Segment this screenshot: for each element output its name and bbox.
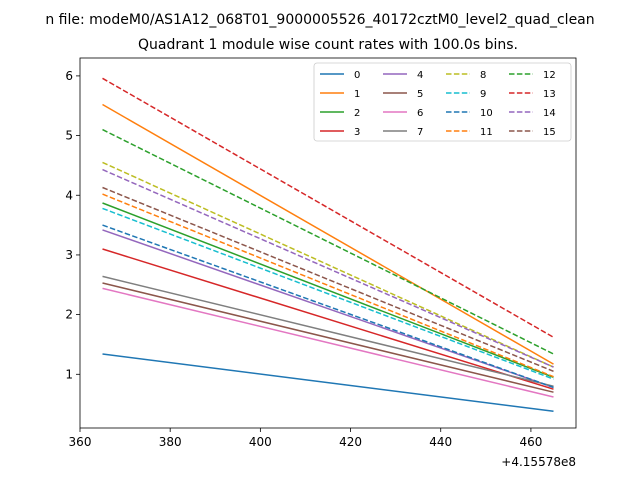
y-tick-label: 3 [65, 248, 73, 262]
legend-label-1: 1 [354, 89, 360, 100]
series-line-8 [102, 161, 554, 368]
y-tick-label: 6 [65, 69, 73, 83]
series-line-10 [102, 224, 554, 389]
series-line-1 [102, 103, 554, 365]
legend-label-10: 10 [480, 108, 493, 119]
legend-label-11: 11 [480, 127, 493, 138]
legend-label-9: 9 [480, 89, 486, 100]
legend-label-7: 7 [417, 127, 423, 138]
y-tick-label: 1 [65, 367, 73, 381]
chart-title: Quadrant 1 module wise count rates with … [138, 37, 518, 53]
legend-box [313, 62, 572, 142]
series-line-9 [102, 207, 554, 380]
y-tick-label: 4 [65, 188, 73, 202]
x-tick-label: 440 [429, 435, 452, 449]
y-tick-label: 2 [65, 308, 73, 322]
legend-label-0: 0 [354, 70, 360, 81]
series-line-0 [102, 353, 554, 413]
series-line-12 [102, 128, 554, 355]
legend-label-8: 8 [480, 70, 486, 81]
legend-label-3: 3 [354, 127, 360, 138]
plot-frame [79, 57, 577, 429]
legend-label-13: 13 [543, 89, 556, 100]
legend-label-15: 15 [543, 127, 556, 138]
series-line-15 [102, 186, 554, 372]
x-tick-label: 380 [159, 435, 182, 449]
legend-label-5: 5 [417, 89, 423, 100]
x-offset-label: +4.15578e8 [501, 455, 576, 469]
series-line-4 [102, 229, 554, 389]
series-line-6 [102, 287, 554, 398]
series-line-7 [102, 275, 554, 387]
legend-label-14: 14 [543, 108, 556, 119]
series-line-14 [102, 168, 554, 368]
legend-label-6: 6 [417, 108, 423, 119]
series-line-11 [102, 193, 554, 378]
legend-label-12: 12 [543, 70, 556, 81]
x-tick-label: 420 [339, 435, 362, 449]
legend-label-4: 4 [417, 70, 423, 81]
series-layer [102, 77, 554, 413]
series-line-2 [102, 202, 554, 378]
series-line-3 [102, 248, 554, 390]
series-line-5 [102, 282, 554, 393]
x-tick-label: 460 [519, 435, 542, 449]
figure-suptitle: n file: modeM0/AS1A12_068T01_9000005526_… [45, 12, 594, 28]
legend-label-2: 2 [354, 108, 360, 119]
y-tick-label: 5 [65, 129, 73, 143]
x-tick-label: 400 [249, 435, 272, 449]
x-tick-label: 360 [69, 435, 92, 449]
